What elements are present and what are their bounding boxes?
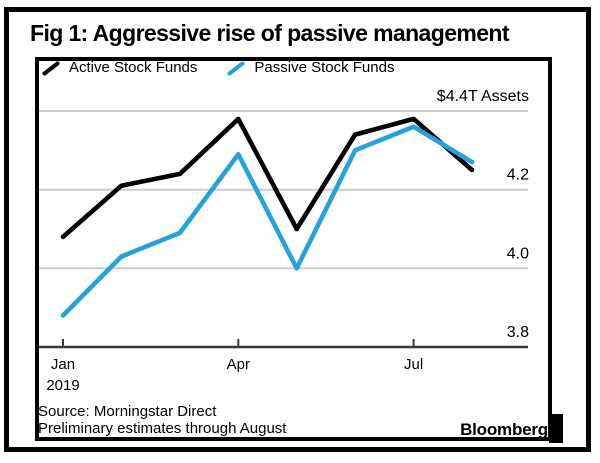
chart-legend: Active Stock Funds Passive Stock Funds (42, 60, 394, 76)
x-axis-label: Jan (51, 356, 75, 373)
legend-item-passive: Passive Stock Funds (227, 60, 394, 76)
line-chart: $4.4T Assets 4.2 4.0 3.8 Jan 2019 Apr Jul (39, 88, 529, 394)
figure-title: Fig 1: Aggressive rise of passive manage… (30, 20, 510, 46)
series-line-passive-stock-funds (60, 124, 475, 318)
source-text: Source: Morningstar Direct (38, 403, 217, 420)
x-axis-year-label: 2019 (46, 377, 79, 394)
y-axis-label: 4.2 (507, 167, 529, 184)
x-axis-label: Jul (404, 356, 423, 373)
y-axis-label: 3.8 (507, 324, 529, 341)
active-line-icon (42, 61, 60, 75)
chart-footer: Source: Morningstar Direct Preliminary e… (38, 403, 286, 437)
bloomberg-logo: Bloomberg (460, 420, 548, 439)
y-axis-label: 4.0 (507, 245, 529, 262)
series-line-active-stock-funds (60, 116, 475, 240)
y-axis-label: $4.4T Assets (437, 88, 529, 105)
logo-corner-patch (549, 414, 563, 443)
x-axis-label: Apr (227, 356, 250, 373)
legend-label-passive: Passive Stock Funds (254, 59, 395, 76)
legend-label-active: Active Stock Funds (69, 59, 198, 76)
note-text: Preliminary estimates through August (38, 420, 287, 437)
outer-frame (4, 7, 591, 452)
chart-panel (35, 57, 552, 441)
passive-line-icon (227, 61, 245, 75)
legend-item-active: Active Stock Funds (42, 60, 197, 76)
